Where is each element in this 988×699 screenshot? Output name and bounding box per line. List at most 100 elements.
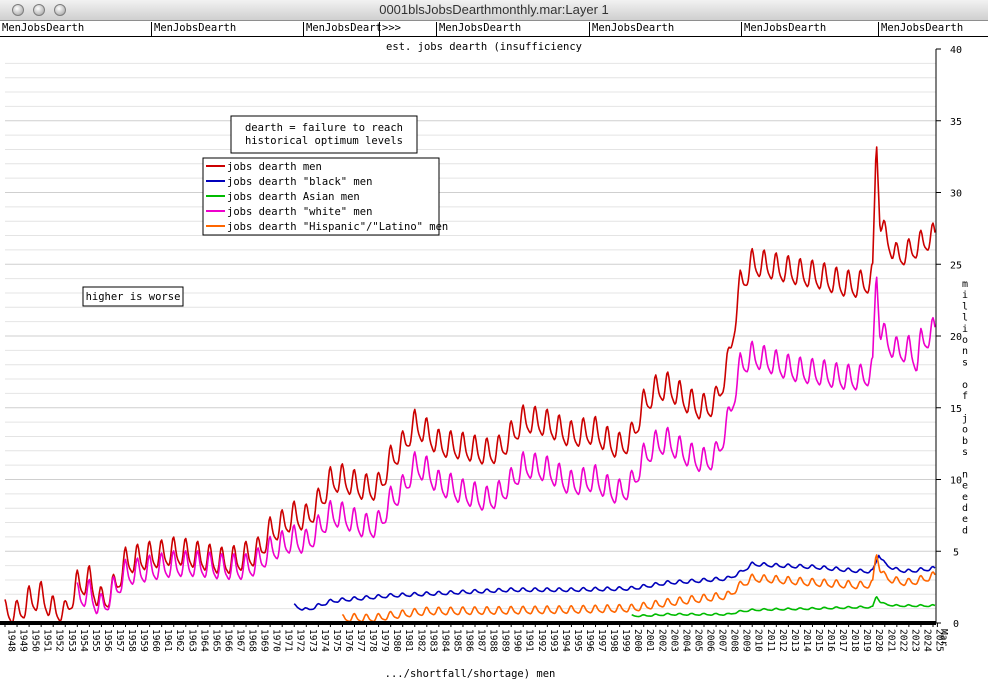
svg-text:o: o	[962, 425, 968, 436]
x-tick-label: 2023	[909, 629, 920, 652]
x-tick-label: 1996	[584, 629, 595, 652]
y-tick-label: 40	[950, 45, 962, 56]
close-window-button[interactable]	[12, 4, 24, 16]
y-tick-label: 15	[950, 404, 962, 415]
y-tick-label: 25	[950, 260, 962, 271]
scroll-tabs-button[interactable]: >>>	[379, 22, 401, 36]
legend-label: jobs dearth "white" men	[227, 206, 372, 218]
x-tick-label: 1969	[259, 629, 270, 652]
svg-text:d: d	[962, 525, 968, 536]
x-tick-label: 1970	[271, 629, 282, 652]
x-tick-label: 1987	[476, 629, 487, 652]
svg-text:o: o	[962, 335, 968, 346]
x-tick-label: 2000	[632, 629, 643, 652]
layer-tab[interactable]: MenJobsDearth	[436, 22, 521, 36]
svg-text:s: s	[962, 447, 968, 458]
minimize-window-button[interactable]	[33, 4, 45, 16]
x-tick-label: Mar	[938, 629, 949, 646]
x-tick-label: 1988	[488, 629, 499, 652]
x-tick-label: 2002	[656, 629, 667, 652]
y-tick-label: 5	[953, 547, 959, 558]
series-line	[4, 146, 936, 624]
x-tick-label: 1982	[415, 629, 426, 652]
x-tick-label: 2010	[753, 629, 764, 652]
layer-tab[interactable]: MenJobsDearth	[151, 22, 236, 36]
x-tick-label: 1967	[234, 629, 245, 652]
x-tick-label: 2004	[680, 629, 691, 652]
x-tick-label: 1979	[379, 629, 390, 652]
svg-text:i: i	[962, 290, 968, 301]
svg-text:m: m	[962, 279, 968, 290]
layer-tab[interactable]: MenJobsDearth	[2, 22, 85, 34]
gridlines	[5, 62, 936, 610]
x-tick-label: 2018	[849, 629, 860, 652]
x-tick-label: 1954	[78, 629, 89, 652]
layer-tab[interactable]: MenJobsDearth	[878, 22, 963, 36]
y-tick-label: 30	[950, 189, 962, 200]
x-tick-label: 1994	[560, 629, 571, 652]
x-tick-label: 1949	[18, 629, 29, 652]
x-tick-label: 1948	[6, 629, 17, 652]
x-tick-label: 2011	[765, 629, 776, 652]
x-tick-label: 1965	[210, 629, 221, 652]
x-tick-label: 1995	[572, 629, 583, 652]
x-tick-label: 2014	[801, 629, 812, 652]
x-tick-label: 2022	[897, 629, 908, 652]
x-tick-label: 2015	[813, 629, 824, 652]
x-tick-label: 1992	[536, 629, 547, 652]
x-tick-label: 1993	[548, 629, 559, 652]
x-tick-label: 1959	[138, 629, 149, 652]
x-tick-label: 1966	[222, 629, 233, 652]
svg-text:o: o	[962, 380, 968, 391]
x-tick-label: 2017	[837, 629, 848, 652]
svg-text:n: n	[962, 346, 968, 357]
x-tick-label: 2008	[729, 629, 740, 652]
x-tick-label: 1972	[295, 629, 306, 652]
x-tick-label: 1986	[463, 629, 474, 652]
svg-text:e: e	[962, 514, 968, 525]
series-line	[293, 554, 936, 611]
x-tick-label: 1958	[126, 629, 137, 652]
svg-text:s: s	[962, 357, 968, 368]
series-line	[341, 554, 936, 623]
legend-label: jobs dearth Asian men	[227, 191, 360, 203]
x-tick-label: 1991	[524, 629, 535, 652]
series-line	[631, 595, 936, 618]
x-tick-label: 1989	[500, 629, 511, 652]
x-tick-label: 2005	[692, 629, 703, 652]
zoom-window-button[interactable]	[54, 4, 66, 16]
x-tick-label: 1998	[608, 629, 619, 652]
layer-tab[interactable]: MenJobsDearth	[589, 22, 674, 36]
x-tick-label: 2009	[741, 629, 752, 652]
y-tick-label: 0	[953, 619, 959, 630]
x-axis-label: .../shortfall/shortage) men	[385, 668, 556, 680]
x-tick-label: 1960	[150, 629, 161, 652]
layer-tab[interactable]: MenJobsDeart	[303, 22, 382, 36]
x-tick-label: 1985	[451, 629, 462, 652]
x-tick-label: 1975	[331, 629, 342, 652]
x-tick-label: 1999	[620, 629, 631, 652]
x-tick-label: 2016	[825, 629, 836, 652]
series-lines	[4, 146, 936, 624]
legend: jobs dearth men jobs dearth "black" men …	[202, 157, 448, 236]
x-tick-label: 2013	[789, 629, 800, 652]
annotation-line: historical optimum levels	[245, 135, 403, 147]
layer-tab[interactable]: MenJobsDearth	[741, 22, 826, 36]
svg-text:l: l	[962, 313, 968, 324]
svg-text:j: j	[962, 413, 968, 424]
window-titlebar: 0001blsJobsDearthmonthly.mar:Layer 1	[0, 0, 988, 21]
svg-text:i: i	[962, 324, 968, 335]
x-tick-label: 2001	[644, 629, 655, 652]
x-tick-label: 1974	[319, 629, 330, 652]
x-tick-label: 1973	[307, 629, 318, 652]
svg-text:d: d	[962, 503, 968, 514]
x-tick-label: 1976	[343, 629, 354, 652]
x-tick-label: 2021	[885, 629, 896, 652]
x-tick-label: 1990	[512, 629, 523, 652]
y-tick-label: 10	[950, 476, 962, 487]
legend-label: jobs dearth "black" men	[227, 176, 372, 188]
legend-label: jobs dearth men	[227, 161, 322, 173]
x-tick-label: 1956	[102, 629, 113, 652]
svg-text:e: e	[962, 481, 968, 492]
